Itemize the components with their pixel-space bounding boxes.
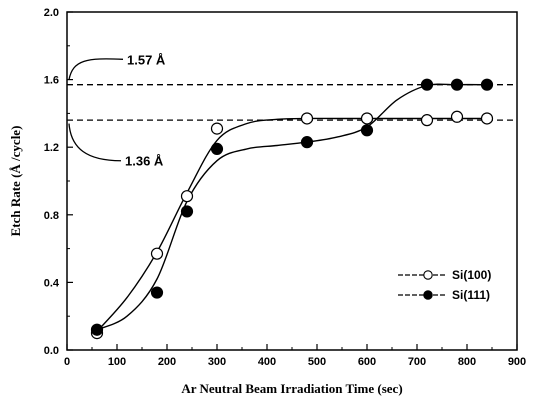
annotations: 1.57 Å 1.36 Å [68, 52, 166, 169]
annotation-pointer-0 [68, 58, 124, 80]
x-tick-label: 800 [458, 356, 476, 368]
data-point-0-2 [180, 190, 194, 203]
x-tick-label: 400 [258, 356, 276, 368]
legend-marker-0 [423, 270, 433, 280]
data-point-0-8 [480, 112, 494, 125]
x-tick-label: 0 [64, 356, 70, 368]
legend-label-0: Si(100) [452, 268, 491, 282]
data-point-1-2 [180, 205, 194, 218]
annotation-label-0: 1.57 Å [127, 52, 166, 67]
x-tick-label: 200 [158, 356, 176, 368]
x-tick-label: 100 [108, 356, 126, 368]
data-point-0-1 [150, 247, 164, 260]
y-axis-title: Etch Rate (Å /cycle) [8, 126, 23, 237]
data-point-0-4 [300, 112, 314, 125]
data-point-1-7 [450, 78, 464, 91]
x-tick-label: 600 [358, 356, 376, 368]
data-point-1-8 [480, 78, 494, 91]
y-tick-label: 2.0 [44, 7, 59, 19]
annotation-pointer-1 [68, 123, 122, 162]
x-tick-label: 500 [308, 356, 326, 368]
x-axis-title: Ar Neutral Beam Irradiation Time (sec) [181, 381, 402, 396]
legend: Si(100) Si(111) [398, 268, 491, 302]
data-point-0-5 [360, 112, 374, 125]
y-tick-label: 0.8 [44, 210, 59, 222]
data-point-0-7 [450, 110, 464, 123]
axes: 0 100 200 300 400 500 600 700 800 900 0.0 0.4 0.8 1.2… [8, 7, 526, 396]
data-point-1-3 [210, 142, 224, 155]
data-markers [90, 78, 494, 340]
x-tick-label: 300 [208, 356, 226, 368]
x-tick-label: 700 [408, 356, 426, 368]
y-tick-label: 0.4 [44, 277, 60, 289]
data-point-1-4 [300, 136, 314, 149]
y-tick-label: 1.2 [44, 142, 59, 154]
data-point-0-3 [210, 122, 224, 135]
data-point-1-1 [150, 286, 164, 299]
data-point-0-6 [420, 114, 434, 127]
reference-lines [67, 84, 517, 121]
data-point-1-0 [90, 323, 104, 336]
annotation-label-1: 1.36 Å [125, 154, 164, 169]
x-tick-label: 900 [508, 356, 526, 368]
data-point-1-6 [420, 78, 434, 91]
data-point-1-5 [360, 124, 374, 137]
legend-label-1: Si(111) [452, 288, 490, 302]
y-tick-label: 0.0 [44, 345, 59, 357]
legend-marker-1 [423, 290, 433, 300]
y-tick-label: 1.6 [44, 75, 59, 87]
